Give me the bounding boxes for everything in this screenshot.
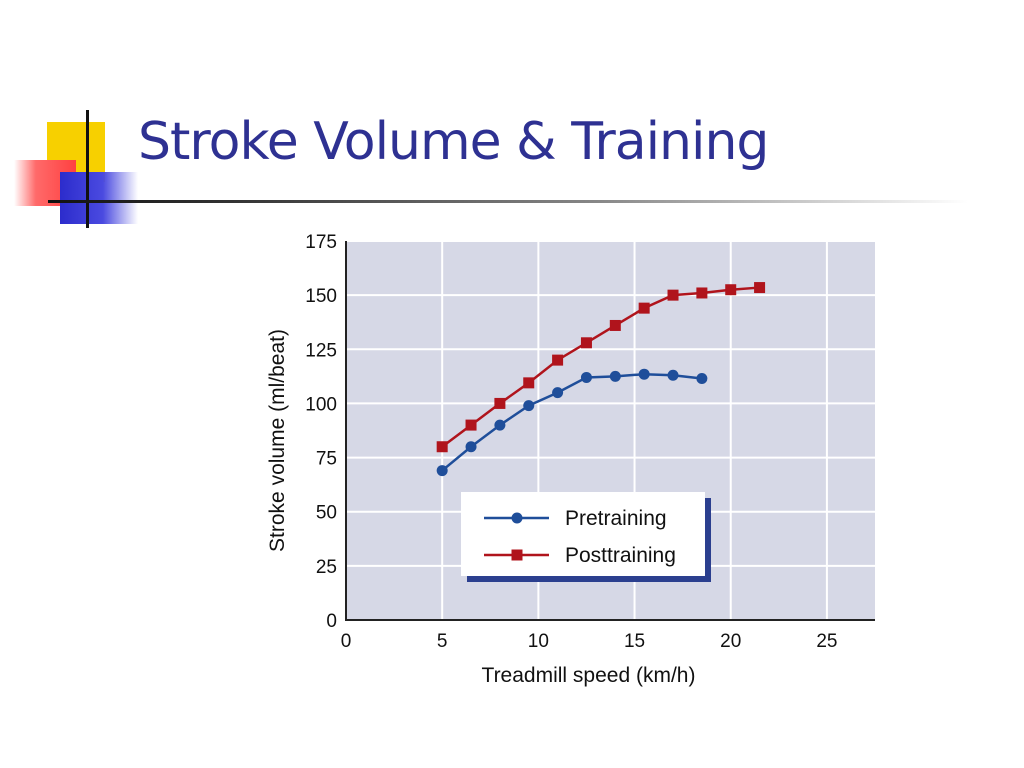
data-point-posttraining bbox=[638, 302, 650, 314]
y-tick-label: 50 bbox=[316, 503, 337, 524]
x-tick-label: 0 bbox=[341, 631, 352, 652]
data-point-posttraining bbox=[667, 289, 679, 301]
data-point-pretraining bbox=[494, 419, 506, 431]
y-axis-title: Stroke volume (ml/beat) bbox=[266, 329, 289, 552]
data-point-pretraining bbox=[696, 373, 708, 385]
data-point-posttraining bbox=[580, 337, 592, 349]
legend-marker-posttraining bbox=[511, 549, 523, 561]
series-group bbox=[436, 282, 766, 477]
y-tick-label: 0 bbox=[326, 611, 337, 632]
title-underline bbox=[48, 200, 968, 203]
data-point-pretraining bbox=[580, 371, 592, 383]
decor-blue-block bbox=[60, 172, 138, 224]
legend-box bbox=[461, 492, 705, 576]
legend-label-pretraining: Pretraining bbox=[565, 507, 667, 530]
x-tick-label: 15 bbox=[624, 631, 645, 652]
data-point-pretraining bbox=[638, 368, 650, 380]
x-tick-label: 10 bbox=[528, 631, 549, 652]
x-tick-label: 5 bbox=[437, 631, 448, 652]
slide-title: Stroke Volume & Training bbox=[138, 112, 769, 172]
data-point-posttraining bbox=[696, 287, 708, 299]
data-point-posttraining bbox=[465, 419, 477, 431]
series-line-pretraining bbox=[441, 372, 703, 472]
legend-marker-pretraining bbox=[511, 512, 523, 524]
y-tick-label: 175 bbox=[305, 232, 337, 253]
axes bbox=[345, 241, 875, 621]
data-point-posttraining bbox=[436, 441, 448, 453]
data-point-pretraining bbox=[465, 441, 477, 453]
data-point-pretraining bbox=[436, 465, 448, 477]
x-tick-label: 25 bbox=[816, 631, 837, 652]
data-point-pretraining bbox=[667, 369, 679, 381]
y-tick-label: 125 bbox=[305, 340, 337, 361]
legend: Pretraining Posttraining bbox=[461, 492, 711, 582]
data-point-pretraining bbox=[552, 387, 564, 399]
x-tick-label: 20 bbox=[720, 631, 741, 652]
y-tick-labels: 0 25 50 75 100 125 150 175 bbox=[305, 232, 337, 632]
data-point-posttraining bbox=[552, 354, 564, 366]
data-point-pretraining bbox=[523, 400, 535, 412]
y-tick-label: 75 bbox=[316, 449, 337, 470]
data-point-posttraining bbox=[494, 397, 506, 409]
x-tick-labels: 0 5 10 15 20 25 bbox=[341, 631, 838, 652]
legend-label-posttraining: Posttraining bbox=[565, 544, 676, 567]
data-point-posttraining bbox=[609, 319, 621, 331]
data-point-posttraining bbox=[523, 377, 535, 389]
data-point-posttraining bbox=[725, 284, 737, 296]
x-axis-title: Treadmill speed (km/h) bbox=[482, 664, 696, 687]
y-tick-label: 150 bbox=[305, 286, 337, 307]
data-point-pretraining bbox=[609, 370, 621, 382]
y-tick-label: 25 bbox=[316, 557, 337, 578]
data-point-posttraining bbox=[754, 282, 766, 294]
decor-vertical-line bbox=[86, 110, 89, 228]
y-tick-label: 100 bbox=[305, 394, 337, 415]
